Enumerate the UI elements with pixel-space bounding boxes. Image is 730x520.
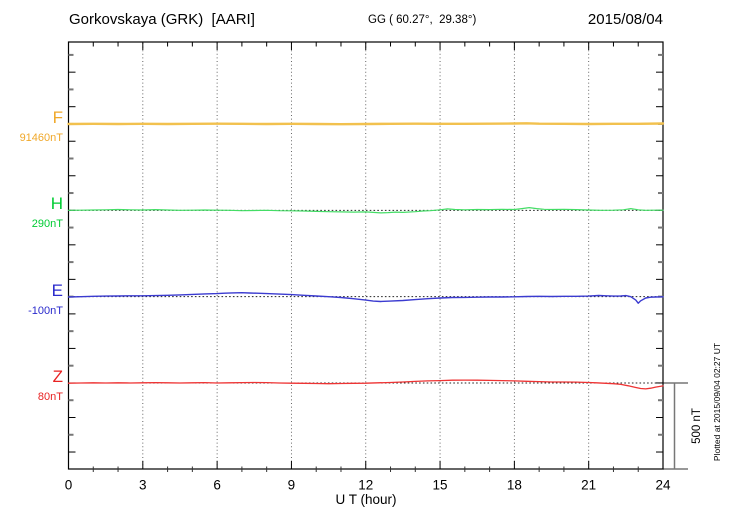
series-letter-Z: Z [52,366,63,386]
scalebar-label: 500 nT [691,408,703,444]
series-letter-F: F [52,108,63,127]
x-tick-label-0: 0 [65,478,73,493]
x-tick-label-21: 21 [581,478,596,493]
x-axis-title: U T (hour) [335,492,397,507]
series-basevalue-F: 91460nT [19,132,63,144]
series-basevalue-H: 290nT [31,218,63,231]
series-basevalue-Z: 80nT [37,390,63,403]
x-tick-label-18: 18 [507,478,522,493]
x-tick-label-15: 15 [433,478,448,493]
x-tick-label-24: 24 [655,478,671,493]
trace-F [67,122,665,126]
trace-E [67,292,664,304]
plotted-at-note: Plotted at 2015/09/04 02:27 UT [712,342,722,462]
geographic-coordinates-label: GG ( 60.27°, 29.38°) [368,14,477,26]
x-tick-label-3: 3 [139,478,147,493]
series-basevalue-E: -100nT [28,304,63,317]
x-tick-label-9: 9 [288,478,296,493]
trace-H [67,207,664,214]
x-tick-label-12: 12 [358,478,373,493]
series-letter-E: E [51,280,63,300]
date-label: 2015/08/04 [587,11,663,28]
x-tick-label-6: 6 [213,478,221,493]
series-letter-H: H [50,194,63,214]
station-title: Gorkovskaya (GRK) [AARI] [69,11,255,28]
trace-Z [67,379,664,390]
